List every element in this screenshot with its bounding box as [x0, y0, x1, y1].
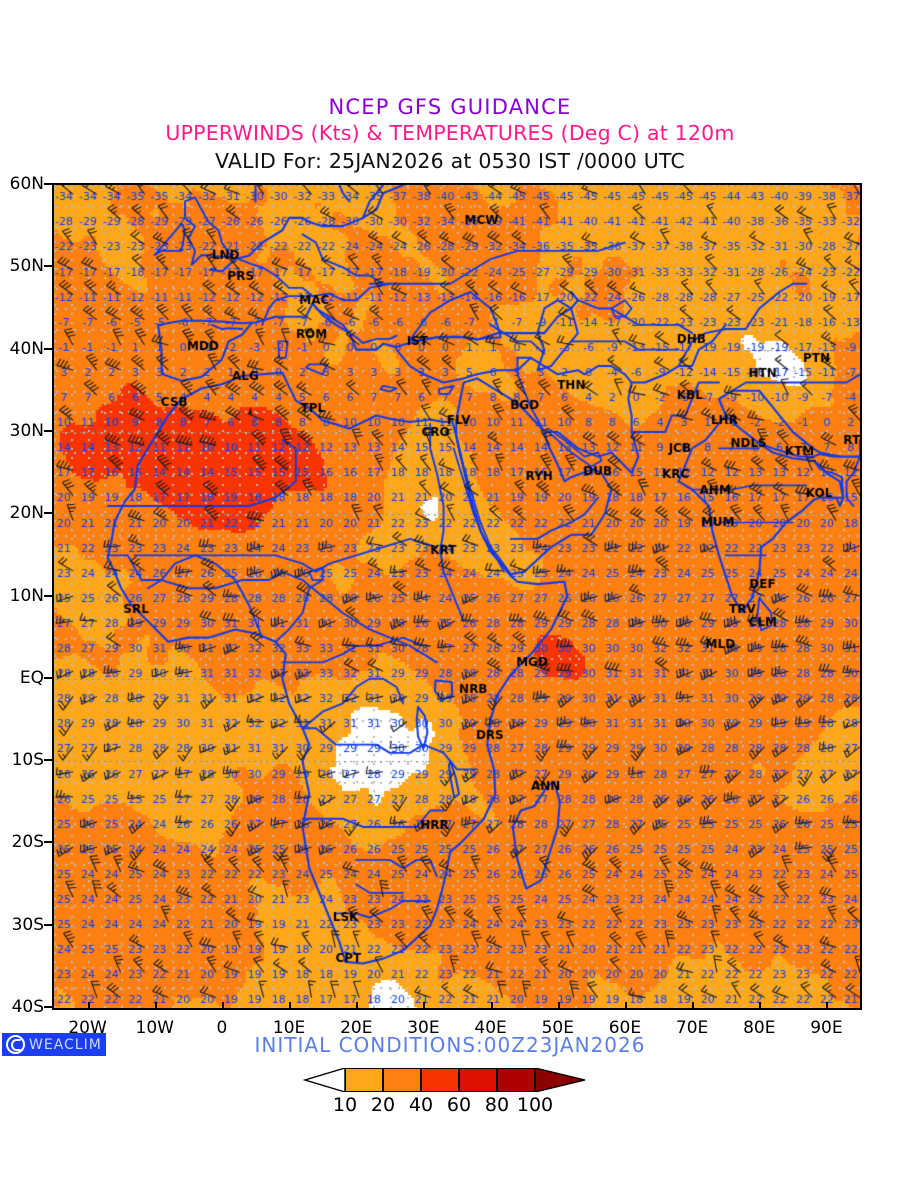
lon-label-80E: 80E	[743, 1018, 776, 1038]
latitude-axis: 60N 50N 40N 30N 20N 10N EQ 10S 20S 30S 40S	[0, 174, 900, 1017]
lon-label-90E: 90E	[810, 1018, 843, 1038]
watermark-label: WEACLIM	[29, 1036, 102, 1053]
title-line-3: VALID For: 25JAN2026 at 0530 IST /0000 U…	[215, 149, 685, 173]
colorbar-tick-10: 10	[332, 1094, 358, 1116]
lon-label-60E: 60E	[608, 1018, 642, 1038]
lon-tick	[356, 1002, 359, 1010]
colorbar-tick-60: 60	[446, 1094, 472, 1116]
lon-tick	[154, 1002, 157, 1010]
title-line-1: NCEP GFS GUIDANCE	[328, 95, 572, 119]
copyright-icon	[6, 1035, 25, 1054]
lon-label-40E: 40E	[474, 1018, 507, 1038]
lon-tick	[759, 1002, 762, 1010]
chart-title-block: NCEP GFS GUIDANCE UPPERWINDS (Kts) & TEM…	[0, 94, 900, 175]
lat-label-20S: 20S	[11, 832, 44, 853]
weather-map-panel[interactable]	[52, 183, 862, 1010]
lat-tick	[44, 347, 53, 350]
colorbar-segment-5	[497, 1068, 535, 1092]
colorbar-tick-40: 40	[408, 1094, 434, 1116]
lon-label-50E: 50E	[541, 1018, 574, 1038]
lon-label-0: 0	[216, 1018, 228, 1038]
title-line-2: UPPERWINDS (Kts) & TEMPERATURES (Deg C) …	[165, 121, 735, 145]
wind-speed-colorbar: 10 20 40 60 80 100	[300, 1068, 590, 1118]
lon-label-20E: 20E	[340, 1018, 373, 1038]
lon-tick	[826, 1002, 829, 1010]
lat-tick	[44, 923, 53, 926]
lat-label-20N: 20N	[9, 503, 44, 524]
lon-tick	[557, 1002, 560, 1010]
lon-tick	[624, 1002, 627, 1010]
lat-label-30S: 30S	[11, 914, 44, 935]
lon-tick	[423, 1002, 426, 1010]
lat-label-10S: 10S	[11, 750, 44, 771]
lat-label-40S: 40S	[11, 997, 44, 1017]
lat-tick	[44, 1006, 53, 1008]
lon-label-10E: 10E	[272, 1018, 306, 1038]
lat-tick	[44, 265, 53, 268]
colorbar-tick-20: 20	[370, 1094, 396, 1116]
colorbar-segment-3	[421, 1068, 459, 1092]
lat-tick	[44, 676, 53, 679]
lat-tick	[44, 429, 53, 432]
lon-tick	[490, 1002, 493, 1010]
lon-label-30E: 30E	[407, 1018, 440, 1038]
lat-label-50N: 50N	[9, 256, 44, 277]
lat-label-40N: 40N	[9, 338, 44, 359]
lat-label-EQ: EQ	[19, 667, 44, 688]
colorbar-segment-1	[345, 1068, 383, 1092]
lon-tick	[87, 1002, 90, 1010]
lat-tick	[44, 594, 53, 597]
lat-tick	[44, 841, 53, 844]
lat-label-10N: 10N	[9, 585, 44, 606]
lon-label-70E: 70E	[675, 1018, 709, 1038]
weaclim-watermark: WEACLIM	[2, 1033, 106, 1056]
lat-label-30N: 30N	[9, 420, 44, 441]
colorbar-segment-4	[459, 1068, 497, 1092]
lat-tick	[44, 512, 53, 515]
lon-tick	[289, 1002, 292, 1010]
colorbar-tick-80: 80	[484, 1094, 510, 1116]
lon-tick	[221, 1002, 224, 1010]
lon-label-10W: 10W	[135, 1018, 174, 1038]
weather-map-canvas[interactable]	[54, 185, 860, 1008]
lat-label-60N: 60N	[9, 174, 44, 194]
lat-tick	[44, 183, 53, 185]
initial-conditions-label: INITIAL CONDITIONS:00Z23JAN2026	[254, 1033, 646, 1057]
colorbar-segment-2	[383, 1068, 421, 1092]
colorbar-tick-100: 100	[516, 1094, 554, 1116]
colorbar-arrows	[302, 1068, 586, 1092]
lat-tick	[44, 759, 53, 762]
lon-tick	[692, 1002, 695, 1010]
